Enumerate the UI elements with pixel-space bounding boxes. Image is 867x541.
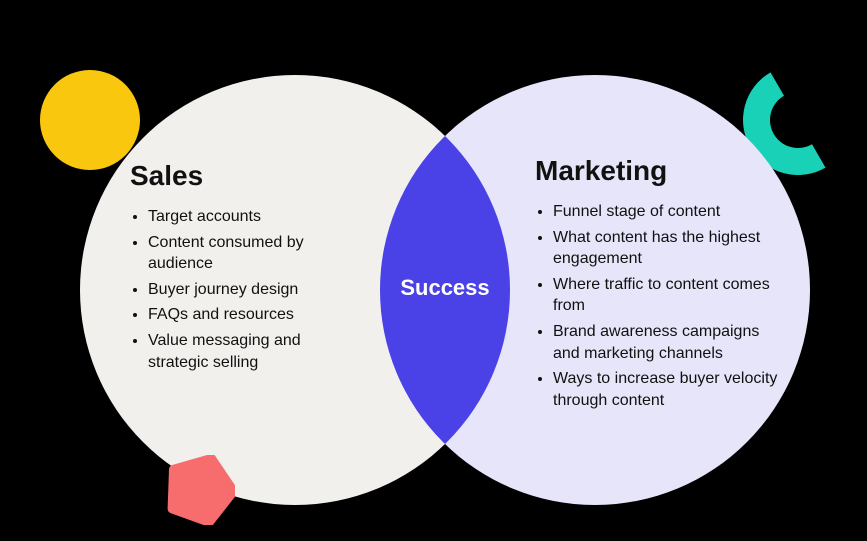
right-bullet-item: Where traffic to content comes from bbox=[553, 274, 785, 317]
right-bullet-item: Funnel stage of content bbox=[553, 201, 785, 223]
left-bullet-item: Target accounts bbox=[148, 206, 355, 228]
right-bullet-item: Brand awareness campaigns and marketing … bbox=[553, 321, 785, 364]
right-title: Marketing bbox=[535, 155, 785, 187]
venn-diagram: Sales Target accounts Content consumed by… bbox=[0, 0, 867, 541]
decor-yellow-circle bbox=[40, 70, 140, 170]
right-bullet-item: Ways to increase buyer velocity through … bbox=[553, 368, 785, 411]
right-bullet-list: Funnel stage of content What content has … bbox=[535, 201, 785, 411]
left-bullet-item: Value messaging and strategic selling bbox=[148, 330, 355, 373]
left-bullet-item: Buyer journey design bbox=[148, 279, 355, 301]
overlap-label: Success bbox=[395, 275, 495, 301]
left-bullet-list: Target accounts Content consumed by audie… bbox=[130, 206, 355, 373]
left-bullet-item: Content consumed by audience bbox=[148, 232, 355, 275]
left-circle-content: Sales Target accounts Content consumed by… bbox=[130, 160, 355, 377]
left-bullet-item: FAQs and resources bbox=[148, 304, 355, 326]
right-bullet-item: What content has the highest engagement bbox=[553, 227, 785, 270]
decor-pink-shape bbox=[165, 455, 235, 525]
right-circle-content: Marketing Funnel stage of content What co… bbox=[535, 155, 785, 415]
left-title: Sales bbox=[130, 160, 355, 192]
